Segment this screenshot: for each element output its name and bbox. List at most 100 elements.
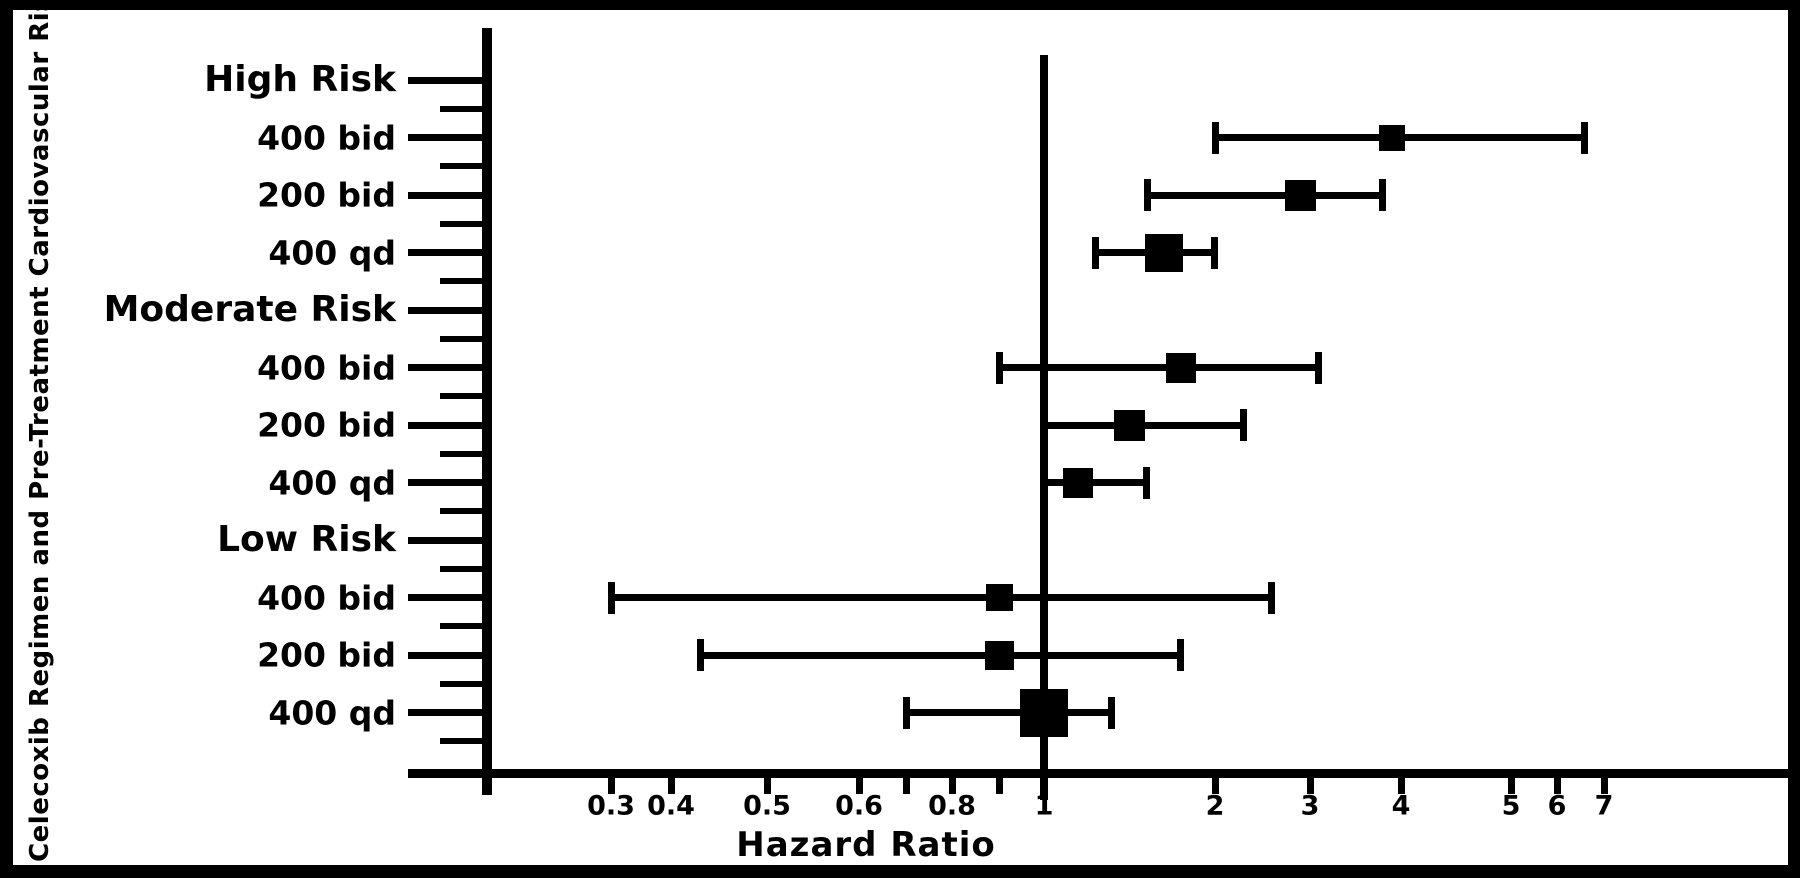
row-label-group: High Risk (204, 59, 396, 100)
x-tick-label: 6 (1547, 790, 1567, 822)
x-tick-label: 1 (1034, 790, 1054, 822)
hr-marker (1020, 688, 1068, 737)
ci-line (999, 364, 1320, 371)
x-tick (1040, 778, 1048, 794)
y-minor-tick (440, 623, 482, 630)
ci-cap-right (1108, 696, 1116, 729)
x-tick-label: 5 (1501, 790, 1521, 822)
y-major-tick (408, 76, 482, 84)
x-tick (855, 778, 863, 794)
ci-line (1146, 191, 1383, 199)
y-minor-tick (440, 565, 482, 572)
ci-cap-left (903, 696, 910, 729)
y-minor-tick (440, 680, 482, 687)
x-axis-label: Hazard Ratio (736, 825, 996, 865)
hr-marker (1144, 233, 1183, 272)
ci-cap-right (1315, 351, 1323, 384)
row-label-dose: 400 bid (257, 348, 396, 387)
ci-line (906, 709, 1113, 716)
y-major-tick (408, 421, 482, 429)
ci-line (611, 594, 1272, 601)
y-minor-tick (440, 105, 482, 112)
x-tick-label: 0.8 (928, 790, 976, 822)
ci-line (1044, 479, 1147, 486)
ci-cap-right (1581, 121, 1589, 154)
y-major-tick (408, 249, 482, 256)
x-tick (1211, 778, 1219, 794)
row-label-dose: 400 bid (257, 578, 396, 617)
y-axis-title: Celecoxib Regimen and Pre-Treatment Card… (25, 0, 55, 862)
x-tick (902, 778, 910, 794)
row-label-dose: 400 qd (268, 693, 396, 732)
ci-cap-right (1378, 179, 1386, 211)
row-label-dose: 200 bid (257, 175, 396, 215)
ci-cap-left (1092, 236, 1100, 269)
ci-cap-left (1041, 466, 1048, 499)
x-tick-label: 0.5 (743, 790, 791, 822)
x-tick (948, 778, 956, 794)
y-major-tick (408, 306, 482, 314)
y-major-tick (408, 364, 482, 371)
y-minor-tick (440, 220, 482, 227)
ci-cap-left (608, 581, 615, 614)
x-tick (607, 778, 615, 794)
y-minor-tick (440, 738, 482, 745)
y-minor-tick (440, 335, 482, 342)
hr-marker (1378, 124, 1405, 151)
y-minor-tick (440, 278, 482, 285)
row-label-dose: 200 bid (257, 635, 396, 675)
y-minor-tick (440, 393, 482, 400)
frame-border-left (0, 0, 13, 878)
frame-border-top (0, 0, 1800, 10)
ci-cap-right (1239, 409, 1247, 441)
ci-line (699, 651, 1181, 659)
hr-marker (1114, 409, 1145, 441)
row-label-dose: 400 bid (257, 118, 396, 157)
x-tick (763, 778, 771, 794)
hr-marker (985, 584, 1013, 611)
x-axis-line (408, 769, 1788, 778)
hr-marker (984, 640, 1014, 670)
x-tick (1306, 778, 1314, 794)
row-label-dose: 200 bid (257, 405, 396, 445)
hr-marker (1285, 179, 1316, 211)
row-label-dose: 400 qd (268, 233, 396, 272)
x-tick (667, 778, 675, 794)
x-tick (1553, 778, 1561, 794)
hr-marker (1063, 467, 1094, 498)
x-tick (1397, 778, 1405, 794)
ci-cap-left (696, 639, 704, 671)
x-tick-label: 4 (1391, 790, 1411, 822)
x-tick (1507, 778, 1515, 794)
x-tick-label: 3 (1300, 790, 1320, 822)
ci-cap-right (1142, 466, 1150, 499)
x-tick (995, 778, 1003, 794)
x-tick-label: 0.4 (647, 790, 695, 822)
x-tick-label: 7 (1594, 790, 1614, 822)
ci-cap-right (1268, 581, 1275, 614)
x-tick-label: 0.3 (587, 790, 635, 822)
ci-cap-left (1143, 179, 1151, 211)
ci-cap-left (1212, 121, 1219, 154)
y-minor-tick (440, 508, 482, 515)
x-tick-label: 2 (1205, 790, 1225, 822)
y-major-tick (408, 651, 482, 659)
row-label-group: Low Risk (217, 519, 396, 560)
y-major-tick (408, 536, 482, 544)
ci-cap-left (996, 351, 1003, 384)
ci-cap-left (1041, 409, 1048, 441)
x-tick (1600, 778, 1608, 794)
row-label-group: Moderate Risk (103, 289, 396, 330)
frame-border-right (1788, 0, 1800, 878)
y-major-tick (408, 479, 482, 486)
y-axis-line (482, 28, 492, 795)
row-label-dose: 400 qd (268, 463, 396, 502)
hr-marker (1165, 352, 1196, 383)
y-major-tick (408, 191, 482, 199)
x-tick-label: 0.6 (835, 790, 883, 822)
y-minor-tick (440, 163, 482, 170)
ci-cap-right (1176, 639, 1184, 671)
y-minor-tick (440, 450, 482, 457)
frame-border-bottom (0, 865, 1800, 878)
